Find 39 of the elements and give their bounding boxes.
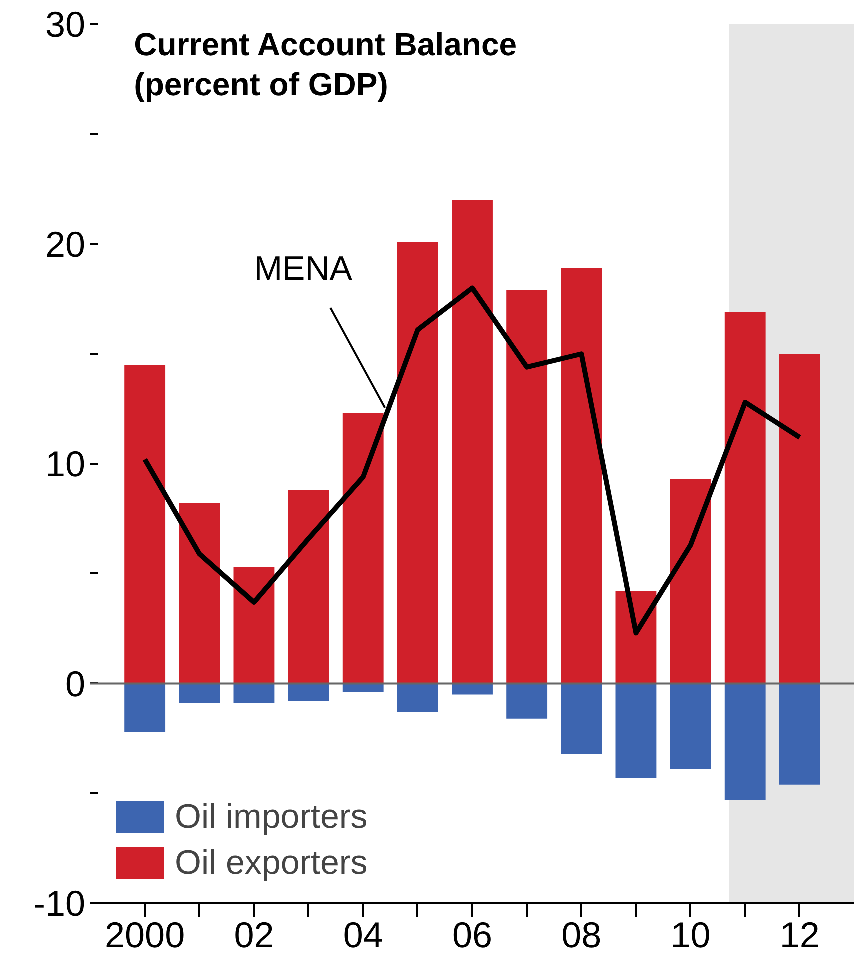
bar (506, 290, 548, 684)
bar (124, 365, 166, 684)
x-tick-label: 12 (780, 914, 820, 956)
bar (670, 684, 712, 770)
legend-label: Oil exporters (175, 843, 368, 883)
bar (397, 242, 438, 684)
x-tick-label: 10 (670, 914, 711, 956)
bar (179, 684, 220, 704)
legend-label: Oil importers (175, 797, 368, 837)
bar (561, 684, 602, 754)
bar (779, 354, 820, 684)
bar (288, 490, 330, 684)
bar (616, 684, 657, 778)
bar (124, 684, 166, 732)
bar (342, 413, 384, 684)
bar (234, 567, 275, 684)
bar (234, 684, 275, 704)
x-tick-label: 2000 (105, 914, 186, 956)
x-tick-label: 02 (234, 914, 274, 956)
bar (779, 684, 820, 785)
y-tick-label: 0 (65, 663, 86, 704)
bar (179, 504, 220, 684)
x-tick-label: 06 (452, 914, 493, 956)
bar (670, 479, 712, 684)
bar (724, 312, 766, 684)
x-tick-label: 04 (343, 914, 384, 956)
bar (561, 268, 602, 684)
y-tick-label: 20 (45, 224, 86, 265)
y-tick-label: -10 (33, 883, 86, 924)
bar (288, 684, 330, 702)
bar (397, 684, 438, 712)
bar (452, 200, 493, 684)
bar (506, 684, 548, 719)
y-tick-label: 10 (45, 444, 86, 484)
x-tick-label: 08 (562, 914, 602, 956)
text: MENA (254, 250, 353, 288)
text: Current Account Balance (percent of GDP) (134, 26, 518, 102)
bar (724, 684, 766, 800)
y-tick-label: 30 (45, 4, 86, 45)
